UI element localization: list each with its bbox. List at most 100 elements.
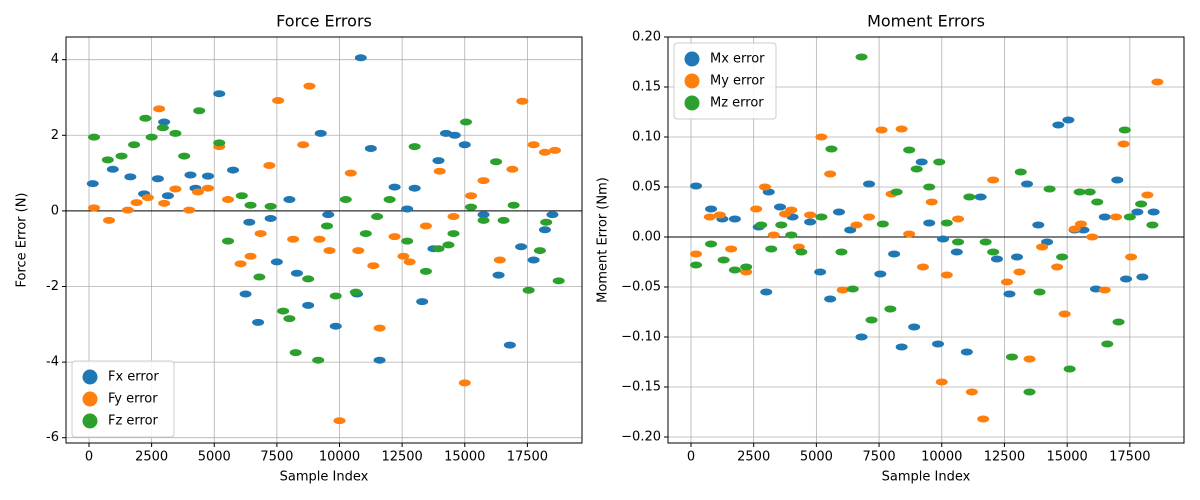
data-point	[234, 260, 247, 268]
data-point	[765, 245, 778, 253]
data-point	[254, 230, 267, 238]
data-point	[1073, 188, 1086, 196]
data-point	[1125, 253, 1138, 261]
x-tick-label: 5000	[198, 450, 231, 465]
data-point	[272, 97, 285, 105]
data-point	[239, 290, 252, 298]
y-tick-label: 0.20	[632, 30, 661, 45]
data-point	[128, 141, 141, 149]
data-point	[191, 188, 204, 196]
y-tick-label: −0.10	[621, 330, 661, 345]
data-point	[184, 171, 197, 179]
data-point	[322, 211, 335, 219]
data-point	[910, 165, 923, 173]
data-point	[419, 267, 432, 275]
x-tick-label: 0	[687, 450, 695, 465]
data-point	[774, 203, 787, 211]
data-point	[890, 188, 903, 196]
data-point	[397, 252, 410, 260]
x-axis-label: Sample Index	[280, 470, 369, 485]
data-point	[916, 263, 929, 271]
data-point	[728, 215, 741, 223]
data-point	[447, 213, 460, 221]
legend-label: Fx error	[108, 370, 159, 385]
chart-title: Moment Errors	[867, 12, 985, 31]
data-point	[1151, 78, 1164, 86]
x-tick-label: 17500	[507, 450, 548, 465]
data-point	[156, 124, 169, 132]
data-point	[115, 152, 128, 160]
data-point	[253, 273, 266, 281]
data-point	[863, 213, 876, 221]
data-point	[1051, 263, 1064, 271]
data-point	[1123, 213, 1136, 221]
data-point	[825, 145, 838, 153]
x-tick-label: 15000	[444, 450, 485, 465]
data-point	[1052, 121, 1065, 129]
x-tick-label: 5000	[800, 450, 833, 465]
legend-label: Mz error	[710, 96, 764, 111]
data-point	[937, 235, 950, 243]
data-point	[314, 129, 327, 137]
data-point	[836, 286, 849, 294]
data-point	[419, 222, 432, 230]
data-point	[990, 255, 1003, 263]
x-tick-label: 15000	[1046, 450, 1087, 465]
data-point	[1043, 185, 1056, 193]
data-point	[538, 226, 551, 234]
data-point	[1136, 273, 1149, 281]
data-point	[844, 226, 857, 234]
data-point	[767, 231, 780, 239]
data-point	[940, 219, 953, 227]
data-point	[151, 175, 164, 183]
data-point	[339, 196, 352, 204]
data-point	[201, 184, 214, 192]
data-point	[371, 213, 384, 221]
data-point	[490, 158, 503, 166]
data-point	[527, 141, 540, 149]
data-point	[124, 173, 137, 181]
y-tick-label: −0.05	[621, 280, 661, 295]
data-point	[974, 193, 987, 201]
data-point	[88, 204, 101, 212]
data-point	[244, 201, 257, 209]
data-point	[908, 323, 921, 331]
data-point	[815, 213, 828, 221]
data-point	[1062, 116, 1075, 124]
data-point	[935, 378, 948, 386]
data-point	[139, 114, 152, 122]
data-point	[740, 268, 753, 276]
data-point	[121, 206, 134, 214]
data-point	[329, 292, 342, 300]
data-point	[287, 235, 300, 243]
data-point	[538, 148, 551, 156]
data-point	[460, 118, 473, 126]
data-point	[183, 206, 196, 214]
data-point	[923, 183, 936, 191]
data-point	[367, 262, 380, 270]
data-point	[1014, 168, 1027, 176]
data-point	[884, 305, 897, 313]
data-point	[222, 237, 235, 245]
data-point	[442, 241, 455, 249]
data-point	[302, 275, 315, 283]
data-point	[1036, 243, 1049, 251]
data-point	[86, 180, 99, 188]
data-point	[875, 126, 888, 134]
data-point	[161, 192, 174, 200]
legend-label: My error	[710, 74, 765, 89]
x-tick-label: 12500	[381, 450, 422, 465]
data-point	[952, 238, 965, 246]
data-point	[1141, 191, 1154, 199]
data-point	[158, 199, 171, 207]
data-point	[515, 243, 528, 251]
data-point	[493, 256, 506, 264]
data-point	[705, 205, 718, 213]
data-point	[874, 270, 887, 278]
legend-marker	[684, 73, 700, 89]
data-point	[1118, 126, 1131, 134]
data-point	[1068, 225, 1081, 233]
data-point	[876, 220, 889, 228]
data-point	[832, 208, 845, 216]
data-point	[824, 170, 837, 178]
